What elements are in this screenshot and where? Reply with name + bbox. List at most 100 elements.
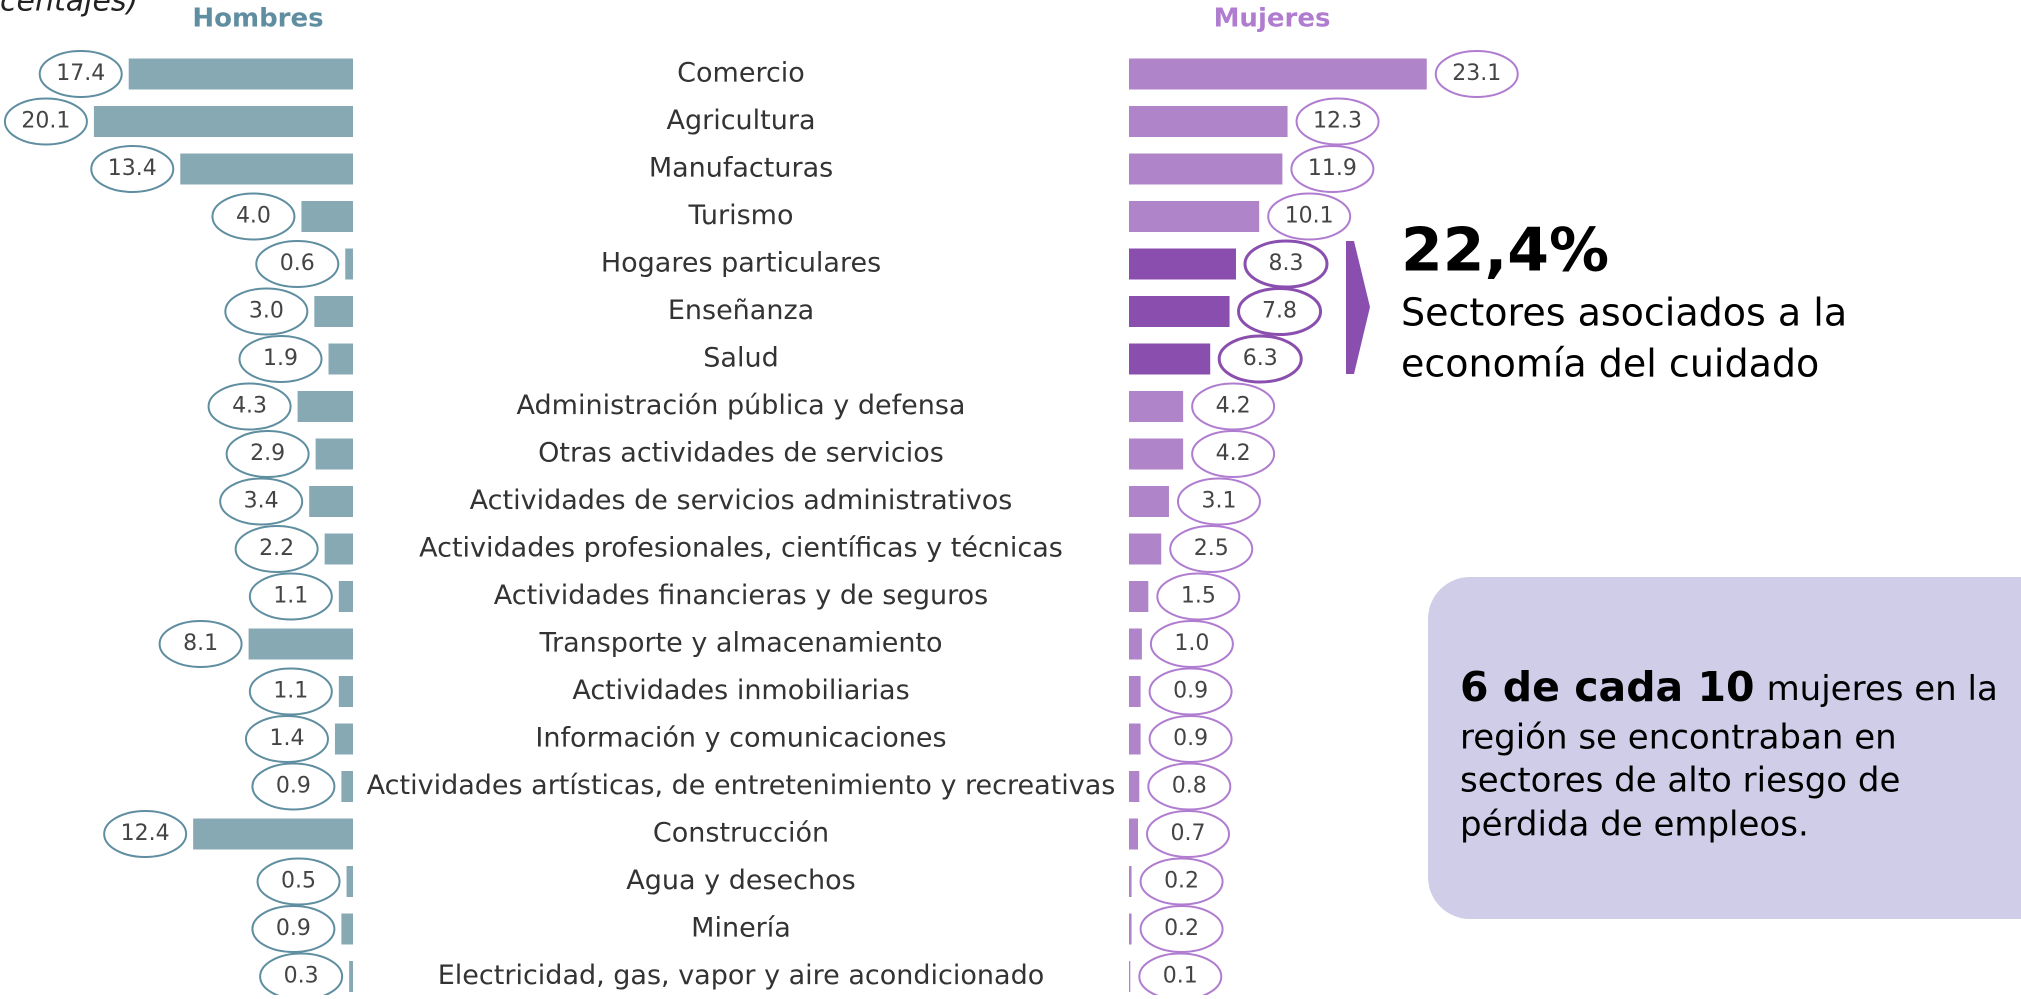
bar xyxy=(1129,676,1141,707)
label-bubble xyxy=(1243,239,1329,289)
bar xyxy=(128,58,353,90)
value-label: 3.4 xyxy=(244,489,279,514)
category-label: Administración pública y defensa xyxy=(517,390,966,421)
bar xyxy=(309,486,353,517)
value-label: 0.9 xyxy=(276,774,311,799)
category-label: Otras actividades de servicios xyxy=(538,438,944,469)
bar xyxy=(338,581,353,612)
label-bubble xyxy=(1139,857,1224,906)
value-label: 0.2 xyxy=(1164,916,1199,941)
label-bubble xyxy=(1217,334,1303,384)
value-label: 4.2 xyxy=(1216,441,1251,466)
label-bubble xyxy=(1191,382,1276,431)
bar xyxy=(1129,723,1141,755)
bar xyxy=(334,723,353,755)
bar xyxy=(1129,913,1132,945)
bar xyxy=(1129,581,1149,612)
value-label: 7.8 xyxy=(1262,299,1297,324)
value-label: 13.4 xyxy=(108,156,157,181)
label-bubble xyxy=(1434,50,1519,98)
category-label: Minería xyxy=(691,913,791,944)
label-bubble xyxy=(103,810,188,858)
value-label: 2.2 xyxy=(259,536,294,561)
value-label: 0.2 xyxy=(1164,869,1199,894)
bar xyxy=(1129,343,1211,375)
value-label: 0.8 xyxy=(1172,774,1207,799)
value-label: 17.4 xyxy=(56,61,105,86)
value-label: 0.1 xyxy=(1163,964,1198,989)
value-label: 12.3 xyxy=(1313,109,1362,134)
label-bubble xyxy=(158,620,243,668)
label-bubble xyxy=(244,715,329,763)
category-label: Información y comunicaciones xyxy=(535,723,946,754)
bar xyxy=(1129,533,1162,565)
category-label: Salud xyxy=(703,343,778,374)
value-label: 1.1 xyxy=(273,584,308,609)
value-label: 3.0 xyxy=(249,299,284,324)
value-label: 4.0 xyxy=(236,204,271,229)
bar xyxy=(297,391,353,422)
label-bubble xyxy=(211,192,296,241)
value-label: 0.5 xyxy=(281,869,316,894)
category-label: Actividades financieras y de seguros xyxy=(494,580,988,611)
bar xyxy=(1129,391,1184,422)
callout-first-line: 6 de cada 10 mujeres en la xyxy=(1460,663,1998,711)
label-bubble xyxy=(248,667,333,716)
value-label: 2.9 xyxy=(250,441,285,466)
category-label: Hogares particulares xyxy=(601,248,881,279)
callout-line: región se encontraban en xyxy=(1460,718,1897,758)
value-label: 0.9 xyxy=(1173,726,1208,751)
label-bubble xyxy=(1147,762,1232,811)
value-label: 0.9 xyxy=(1173,679,1208,704)
callout-line: mujeres en la xyxy=(1767,669,1998,709)
label-bubble xyxy=(259,952,344,999)
category-label: Agricultura xyxy=(666,105,815,136)
value-label: 0.7 xyxy=(1171,821,1206,846)
category-label: Actividades artísticas, de entretenimien… xyxy=(367,770,1116,801)
category-label: Transporte y almacenamiento xyxy=(538,628,942,659)
legend-label: Mujeres xyxy=(1214,4,1331,34)
bar xyxy=(1129,818,1139,850)
bar xyxy=(93,106,353,137)
value-label: 8.1 xyxy=(183,631,218,656)
bar xyxy=(349,961,353,992)
value-label: 0.9 xyxy=(276,916,311,941)
value-label: 23.1 xyxy=(1452,61,1501,86)
bar xyxy=(346,866,353,897)
bar xyxy=(1129,961,1131,992)
bar xyxy=(1129,58,1427,90)
bar xyxy=(1129,201,1260,232)
bar xyxy=(1129,486,1169,517)
value-label: 20.1 xyxy=(21,109,70,134)
bar xyxy=(248,628,353,660)
callout-bold: 6 de cada 10 xyxy=(1460,663,1755,711)
annotation-value: 22,4% xyxy=(1401,216,1609,286)
value-label: 10.1 xyxy=(1285,204,1334,229)
label-bubble xyxy=(1169,525,1254,573)
label-bubble xyxy=(1139,905,1224,953)
label-bubble xyxy=(207,382,292,431)
label-bubble xyxy=(238,335,323,383)
value-label: 4.2 xyxy=(1216,394,1251,419)
category-label: Enseñanza xyxy=(668,295,814,326)
category-label: Actividades inmobiliarias xyxy=(572,675,909,706)
bar xyxy=(341,913,353,945)
bar xyxy=(1129,866,1132,897)
annotation-line: Sectores asociados a la xyxy=(1401,291,1847,335)
bar xyxy=(324,533,353,565)
annotation-line: economía del cuidado xyxy=(1401,342,1819,386)
bar xyxy=(328,343,353,375)
bar xyxy=(341,771,353,802)
bar xyxy=(193,818,353,850)
category-label: Turismo xyxy=(688,200,794,231)
label-bubble xyxy=(38,50,123,98)
value-label: 0.3 xyxy=(284,964,319,989)
label-bubble xyxy=(256,857,341,906)
legend-label: Hombres xyxy=(192,4,323,34)
value-label: 11.9 xyxy=(1308,156,1357,181)
value-label: 6.3 xyxy=(1243,346,1278,371)
label-bubble xyxy=(1149,620,1234,668)
label-bubble xyxy=(1237,287,1323,336)
label-bubble xyxy=(224,287,309,336)
